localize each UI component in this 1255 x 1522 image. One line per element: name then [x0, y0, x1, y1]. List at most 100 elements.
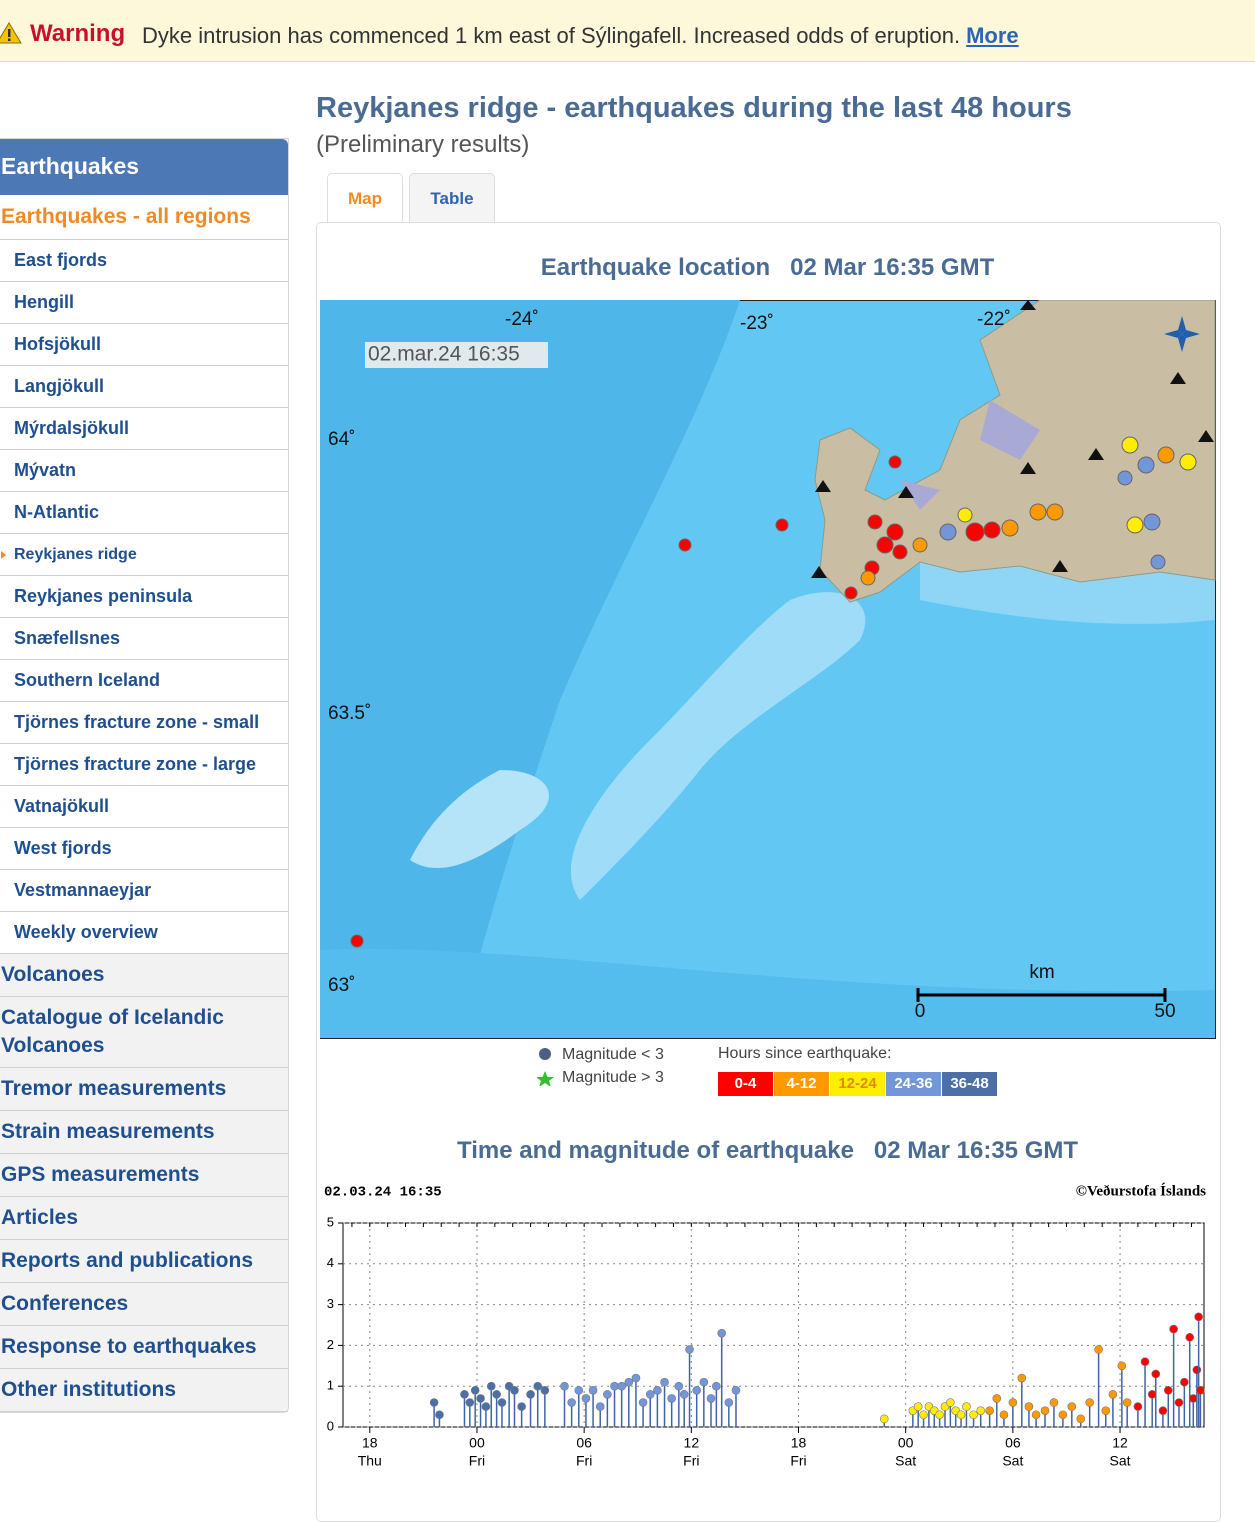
- sidebar-region[interactable]: Reykjanes peninsula: [0, 576, 288, 618]
- quake: [588, 1385, 598, 1395]
- legend-hours-item: 12-24: [830, 1072, 885, 1096]
- sidebar-region[interactable]: Southern Iceland: [0, 660, 288, 702]
- x-tick-day: Fri: [576, 1453, 592, 1469]
- quake: [1017, 1373, 1027, 1383]
- quake: [969, 1410, 978, 1420]
- sidebar-region[interactable]: Tjörnes fracture zone - large: [0, 744, 288, 786]
- quake: [1085, 1398, 1094, 1407]
- quake: [1180, 1377, 1189, 1387]
- sidebar-region[interactable]: Mývatn: [0, 450, 288, 492]
- page-subtitle: (Preliminary results): [316, 131, 530, 158]
- y-tick-label: 2: [327, 1337, 334, 1352]
- sidebar-region[interactable]: Langjökull: [0, 366, 288, 408]
- quake: [1163, 1385, 1173, 1395]
- quake: [1151, 1369, 1161, 1379]
- tab[interactable]: Table: [409, 173, 495, 222]
- sidebar-all[interactable]: Earthquakes - all regions: [0, 195, 288, 240]
- lat-label: 64˚: [328, 429, 355, 450]
- quake: [624, 1377, 634, 1387]
- quake: [1024, 1402, 1034, 1411]
- quake: [567, 1398, 576, 1407]
- lat-label: 63.5˚: [328, 703, 371, 724]
- quake: [1108, 1390, 1118, 1399]
- y-tick-label: 3: [327, 1296, 334, 1311]
- warning-bar: Warning Dyke intrusion has commenced 1 k…: [0, 0, 1255, 62]
- quake: [465, 1398, 475, 1407]
- sidebar-section[interactable]: Catalogue of Icelandic Volcanoes: [0, 997, 288, 1068]
- warning-label: Warning: [30, 20, 126, 47]
- quake: [574, 1385, 584, 1395]
- x-tick-label: 06: [1005, 1435, 1021, 1451]
- sidebar-section[interactable]: Conferences: [0, 1283, 288, 1326]
- quake: [1094, 1345, 1103, 1354]
- sidebar-region[interactable]: Mýrdalsjökull: [0, 408, 288, 450]
- sidebar-region[interactable]: Vestmannaeyjar: [0, 870, 288, 912]
- y-tick-label: 0: [327, 1418, 334, 1433]
- quake: [992, 1394, 1002, 1403]
- quake: [1101, 1406, 1111, 1415]
- sidebar-region[interactable]: Weekly overview: [0, 912, 288, 954]
- quake: [540, 1385, 550, 1395]
- y-tick-label: 4: [327, 1255, 334, 1270]
- tab[interactable]: Map: [327, 173, 403, 223]
- quake: [460, 1390, 469, 1399]
- sidebar-section[interactable]: Strain measurements: [0, 1111, 288, 1154]
- legend-hours-item: 24-36: [886, 1072, 941, 1096]
- sidebar-region[interactable]: Vatnajökull: [0, 786, 288, 828]
- legend-hours-title: Hours since earthquake:: [718, 1045, 892, 1062]
- quake: [610, 1381, 619, 1391]
- quake: [470, 1385, 480, 1395]
- quake: [1158, 1406, 1168, 1415]
- quake: [919, 1410, 928, 1420]
- sidebar-region[interactable]: Hofsjökull: [0, 324, 288, 366]
- sidebar-region[interactable]: N-Atlantic: [0, 492, 288, 534]
- x-tick-day: Sat: [895, 1453, 916, 1469]
- quake: [724, 1398, 734, 1407]
- quake: [946, 1398, 955, 1407]
- sidebar-region[interactable]: Tjörnes fracture zone - small: [0, 702, 288, 744]
- quake: [581, 1394, 591, 1403]
- quake: [731, 1385, 741, 1395]
- sidebar-section[interactable]: Volcanoes: [0, 954, 288, 997]
- y-tick-label: 5: [327, 1214, 334, 1229]
- quake: [1185, 1332, 1195, 1342]
- sidebar-region[interactable]: West fjords: [0, 828, 288, 870]
- chart-title: Time and magnitude of earthquake 02 Mar …: [456, 1137, 1079, 1164]
- quake: [913, 1402, 923, 1411]
- quake: [1076, 1414, 1086, 1424]
- quake: [1049, 1398, 1059, 1407]
- y-tick-label: 1: [327, 1378, 334, 1393]
- sidebar-section[interactable]: Reports and publications: [0, 1240, 288, 1283]
- quake: [603, 1390, 612, 1399]
- map-timestamp: 02.mar.24 16:35: [368, 343, 520, 366]
- lon-label: -24˚: [505, 309, 539, 330]
- legend-hours-item: 36-48: [942, 1072, 997, 1096]
- sidebar-section[interactable]: GPS measurements: [0, 1154, 288, 1197]
- quake: [560, 1381, 569, 1391]
- x-tick-day: Thu: [358, 1453, 382, 1469]
- more-link[interactable]: More: [966, 23, 1019, 48]
- quake: [962, 1402, 971, 1411]
- sidebar-section[interactable]: Tremor measurements: [0, 1068, 288, 1111]
- sidebar-region[interactable]: Reykjanes ridge: [0, 534, 288, 576]
- sidebar-section[interactable]: Response to earthquakes: [0, 1326, 288, 1369]
- quake: [510, 1385, 519, 1395]
- quake: [1008, 1398, 1018, 1407]
- chart-stamp: 02.03.24 16:35: [324, 1185, 442, 1201]
- legend-symbols: [537, 1048, 554, 1086]
- scale-start: 0: [915, 1001, 926, 1022]
- x-tick-day: Sat: [1110, 1453, 1131, 1469]
- quake: [595, 1402, 605, 1411]
- sidebar-region[interactable]: Hengill: [0, 282, 288, 324]
- sidebar-section[interactable]: Other institutions: [0, 1369, 288, 1412]
- sidebar-heading[interactable]: Earthquakes: [0, 139, 288, 195]
- x-tick-label: 00: [898, 1435, 914, 1451]
- quake: [497, 1398, 507, 1407]
- sidebar-region[interactable]: Snæfellsnes: [0, 618, 288, 660]
- x-tick-day: Fri: [790, 1453, 806, 1469]
- quake: [429, 1398, 439, 1407]
- sidebar-section[interactable]: Articles: [0, 1197, 288, 1240]
- quake: [692, 1385, 701, 1395]
- sidebar-region[interactable]: East fjords: [0, 240, 288, 282]
- quake: [674, 1381, 684, 1391]
